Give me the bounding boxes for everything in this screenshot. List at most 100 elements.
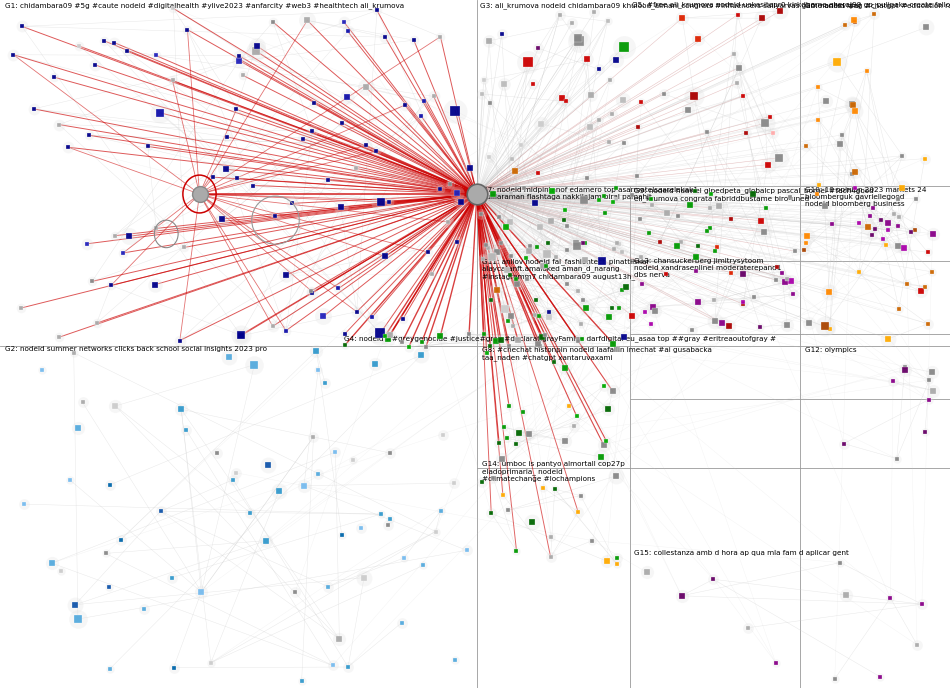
Point [349,306,364,317]
Point [535,331,550,342]
Point [206,172,221,183]
Point [918,427,933,438]
Point [771,152,787,163]
Point [507,166,522,177]
Point [819,96,834,107]
Point [26,103,41,114]
Point [774,267,789,278]
Point [641,228,656,239]
Point [229,104,244,115]
Point [862,211,877,222]
Point [373,197,389,208]
Point [414,336,429,347]
Point [699,226,714,237]
Point [740,622,755,633]
Point [707,294,722,305]
Point [699,127,714,138]
Point [107,230,123,241]
Point [369,146,384,157]
Point [531,167,546,178]
Point [530,338,545,350]
Point [576,294,591,305]
Point [703,223,718,234]
Point [304,286,319,297]
Point [436,429,451,440]
Point [582,122,598,133]
Point [495,489,510,500]
Point [913,286,928,297]
Point [875,234,890,245]
Point [643,319,658,330]
Point [637,306,653,317]
Point [864,229,880,240]
Point [45,557,60,568]
Point [122,230,137,241]
Point [674,12,690,23]
Point [527,310,542,321]
Point [560,220,575,231]
Point [578,255,593,266]
Point [102,664,117,675]
Point [881,224,896,235]
Point [234,330,249,341]
Point [702,202,717,213]
Point [643,319,658,330]
Point [598,208,613,219]
Point [447,105,463,116]
Point [645,200,660,211]
Point [922,394,937,405]
Point [346,455,361,466]
Point [609,54,624,65]
Point [230,173,245,184]
Point [501,316,516,327]
Point [615,247,630,258]
Point [491,211,506,222]
Point [358,82,373,93]
Point [704,188,719,199]
Point [261,460,276,471]
Point [730,78,745,89]
Point [596,191,611,202]
Point [538,330,553,341]
Point [615,285,630,296]
Point [103,480,118,491]
Point [759,202,774,213]
Point [609,193,624,204]
Point [446,477,462,488]
Point [544,186,560,197]
Point [246,180,261,191]
Point [600,16,616,27]
Point [407,34,422,45]
Point [504,251,519,262]
Point [674,236,689,247]
Point [482,98,497,109]
Point [87,59,103,70]
Point [479,347,494,358]
Point [631,122,646,133]
Point [203,657,218,668]
Point [769,657,784,668]
Point [529,241,544,252]
Point [560,244,575,255]
Point [583,89,598,100]
Point [349,163,364,174]
Point [706,574,721,585]
Point [122,230,137,241]
Point [832,138,847,149]
Point [300,15,315,26]
Point [616,332,631,343]
Point [570,335,585,346]
Text: G7: nodeid midpintanof edamero top asarmatelsaarelekak1
ouillaraman flashtaga na: G7: nodeid midpintanof edamero top asarm… [482,187,697,200]
Point [75,397,90,408]
Point [643,193,658,204]
Point [536,482,551,493]
Point [522,245,537,256]
Point [656,88,672,99]
Point [481,243,496,254]
Point [328,447,343,458]
Point [796,245,811,256]
Point [495,453,510,464]
Point [218,164,234,175]
Point [225,474,240,485]
Point [483,340,498,351]
